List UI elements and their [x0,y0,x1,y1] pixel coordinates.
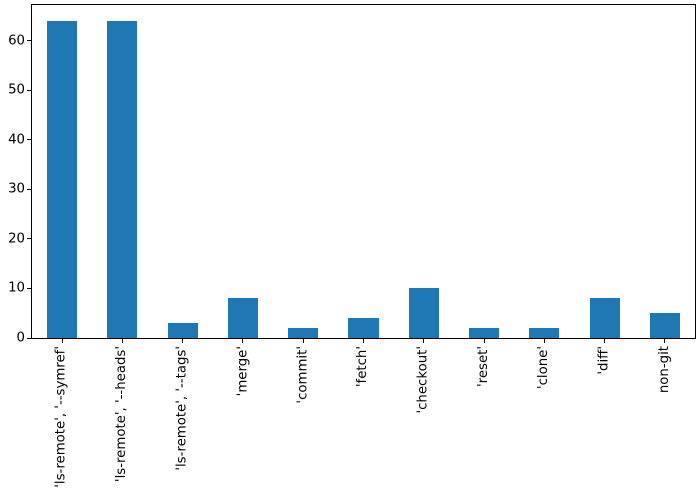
y-tick-mark [27,89,31,91]
bar-7 [468,328,500,338]
x-tick-label: 'fetch' [355,346,371,388]
bar-4 [288,328,319,338]
x-tick-label: 'merge' [234,346,250,397]
y-tick-label: 10 [8,280,25,296]
bar-1 [107,20,138,338]
bar-5 [348,318,379,338]
x-tick-label: 'clone' [536,346,552,390]
x-tick-label: 'ls-remote', '--heads' [114,346,130,483]
x-tick-label: 'diff' [596,346,612,375]
x-tick-mark [302,339,304,343]
bar-0 [47,20,78,338]
bar-8 [529,328,560,338]
x-tick-mark [483,339,485,343]
y-tick-label: 50 [8,82,25,98]
bar-6 [408,288,439,338]
x-tick-mark [604,339,606,343]
y-tick-label: 20 [8,231,25,247]
y-tick-label: 30 [8,181,25,197]
y-tick-mark [27,40,31,42]
bar-3 [227,298,258,338]
x-tick-label: 'ls-remote', '--symref' [54,346,70,488]
x-tick-label: 'reset' [476,346,492,387]
x-tick-label: 'ls-remote', '--tags' [174,346,190,471]
bar-10 [649,313,680,338]
x-tick-label: 'commit' [295,346,311,404]
y-tick-mark [27,188,31,190]
x-tick-label: non-git [656,346,672,394]
x-tick-mark [242,339,244,343]
y-tick-label: 60 [8,33,25,49]
y-tick-mark [27,238,31,240]
x-tick-mark [543,339,545,343]
y-tick-label: 0 [16,330,25,346]
y-tick-mark [27,337,31,339]
x-tick-mark [423,339,425,343]
x-tick-mark [363,339,364,343]
bar-2 [167,323,198,338]
x-tick-mark [182,339,184,343]
x-tick-mark [664,339,666,343]
x-tick-label: 'checkout' [415,346,431,414]
y-tick-label: 40 [8,132,25,148]
x-tick-mark [61,339,63,343]
y-tick-mark [27,139,31,141]
plot-area [31,4,696,339]
y-tick-mark [27,287,31,289]
x-tick-mark [121,339,123,343]
bar-9 [589,298,620,338]
